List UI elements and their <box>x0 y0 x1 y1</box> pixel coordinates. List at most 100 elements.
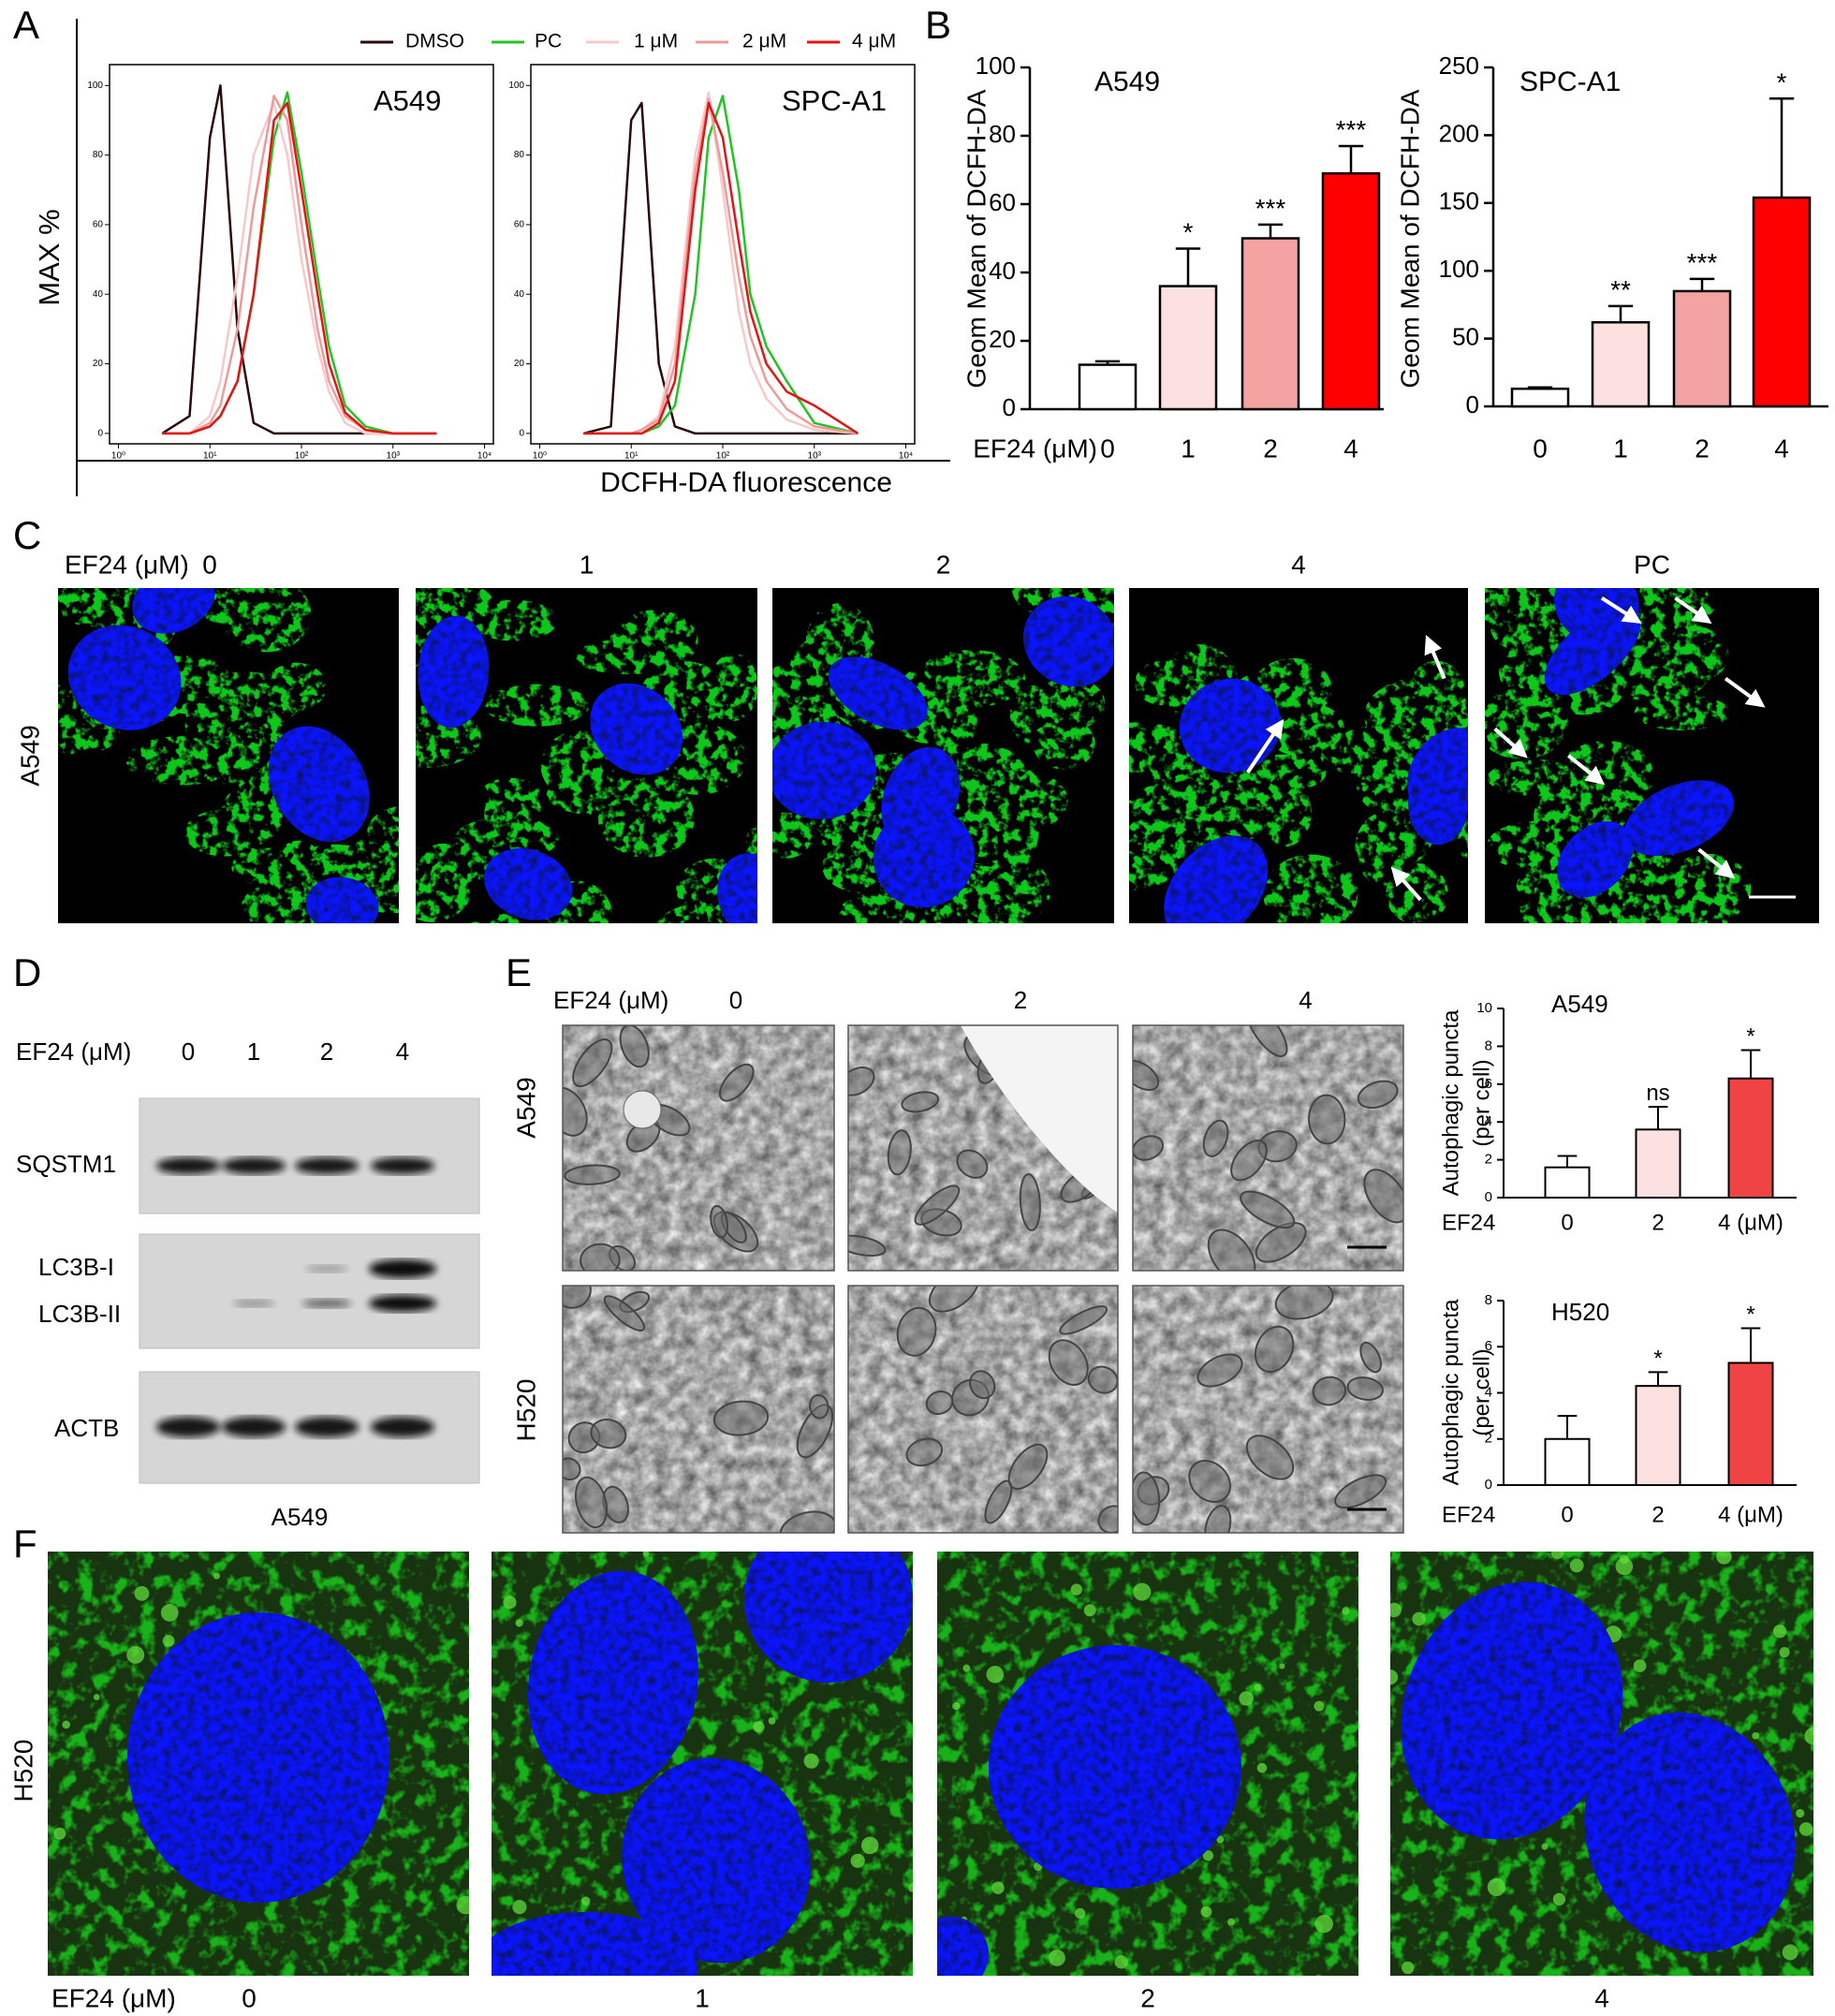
y-tick-label: 4 <box>1485 1113 1492 1129</box>
green-puncta <box>162 1635 175 1647</box>
green-puncta <box>1133 1582 1152 1601</box>
mitochondrion <box>969 1370 996 1400</box>
green-puncta <box>512 1900 527 1915</box>
column-label: 1 <box>580 550 595 579</box>
green-puncta <box>126 1645 145 1664</box>
x-tick-label: 1 <box>1613 434 1628 463</box>
error-bar <box>1740 1327 1761 1363</box>
nucleus <box>127 1612 389 1903</box>
green-puncta <box>1314 1700 1325 1712</box>
x-tick-label: 4 <box>1774 434 1789 463</box>
green-puncta <box>1487 1877 1506 1897</box>
green-puncta <box>1083 1604 1096 1617</box>
bar <box>1591 320 1651 408</box>
x-axis-label: EF24 <box>1442 1210 1495 1235</box>
nucleus <box>132 588 215 634</box>
image <box>563 1025 834 1271</box>
mito-region <box>1407 660 1465 721</box>
legend-label: 1 μM <box>634 31 678 52</box>
column-label: 2 <box>936 550 951 579</box>
significance-label: *** <box>1336 115 1367 144</box>
mitochondrion <box>603 1295 646 1332</box>
plot-title: A549 <box>374 84 441 117</box>
histogram-curve <box>582 101 859 435</box>
x-tick-label: 10¹ <box>624 451 639 462</box>
y-tick-label: 0 <box>1485 1189 1492 1205</box>
mitochondrion <box>580 1243 621 1271</box>
legend-label: 2 μM <box>742 31 786 52</box>
significance-label: ns <box>1646 1081 1669 1106</box>
mitochondrion <box>1254 1325 1295 1374</box>
image <box>1128 588 1468 994</box>
green-puncta <box>1541 1843 1549 1850</box>
mitochondrion <box>563 1086 588 1137</box>
mito-region <box>1128 957 1202 994</box>
green-puncta <box>907 1883 913 1892</box>
nuclei <box>1544 588 1735 898</box>
blot-band <box>306 1265 347 1273</box>
mitochondrion <box>718 1063 755 1102</box>
x-tick-label: 10⁴ <box>477 451 492 462</box>
y-tick-label: 0 <box>1466 390 1479 419</box>
y-tick-label: 6 <box>1485 1076 1492 1092</box>
mitochondrion <box>1308 1094 1346 1145</box>
x-tick-label: 4 (μM) <box>1718 1502 1784 1527</box>
mitochondrion <box>1133 1471 1161 1526</box>
green-puncta <box>134 1585 150 1601</box>
green-puncta <box>1342 1607 1350 1615</box>
y-tick-label: 60 <box>93 220 104 230</box>
blot <box>139 1233 480 1349</box>
green-puncta <box>93 1693 100 1700</box>
column-label: PC <box>1634 550 1670 579</box>
x-tick-label: 1 <box>1181 434 1196 463</box>
panel-letter: F <box>13 1522 37 1566</box>
chart-title: H520 <box>1551 1298 1609 1326</box>
mitochondrion <box>905 1437 944 1467</box>
y-tick-label: 8 <box>1485 1037 1492 1053</box>
green-puncta <box>1782 1944 1798 1961</box>
bar <box>1158 285 1218 411</box>
y-tick-label: 20 <box>514 359 525 369</box>
chart-title: SPC-A1 <box>1519 66 1621 97</box>
blot-band <box>371 1157 434 1174</box>
green-puncta <box>1402 1961 1415 1975</box>
mitochondrion <box>1240 1190 1296 1229</box>
y-tick-label: 150 <box>1439 187 1479 215</box>
error-bar <box>1527 386 1553 390</box>
image-frame <box>847 1024 1119 1272</box>
y-tick-label: 40 <box>93 289 104 300</box>
mito-region <box>1129 806 1145 862</box>
y-tick-label: 6 <box>1485 1338 1492 1354</box>
plot-frame <box>530 64 916 445</box>
nucleus <box>1623 780 1735 857</box>
blot-label: SQSTM1 <box>16 1150 116 1178</box>
mitochondrion <box>1357 1080 1399 1110</box>
histogram-curve <box>583 97 859 435</box>
nuclei <box>772 596 1114 908</box>
mitochondria <box>416 588 757 923</box>
green-puncta <box>1412 1611 1426 1626</box>
y-axis-label: (per cell) <box>1469 1059 1494 1146</box>
nucleus <box>1584 1713 1796 1952</box>
mitochondrion <box>1087 1365 1118 1394</box>
nucleus <box>590 683 683 775</box>
mito-region <box>1652 588 1710 636</box>
mitochondrion <box>1245 1435 1295 1480</box>
arrow <box>1246 718 1284 774</box>
y-tick-label: 8 <box>1485 1292 1492 1308</box>
mitochondrion <box>1048 1339 1089 1386</box>
error-bar <box>1557 1155 1578 1168</box>
panel-letter: C <box>13 513 41 557</box>
plot-title: SPC-A1 <box>782 84 887 117</box>
image <box>563 1286 834 1533</box>
x-tick-label: 10² <box>295 451 309 462</box>
mitochondrion <box>1334 1474 1387 1509</box>
mitochondrion <box>1019 1172 1041 1231</box>
lane-label: 0 <box>182 1037 195 1066</box>
green-puncta <box>1227 1918 1235 1926</box>
x-tick-label: 2 <box>1695 434 1710 463</box>
nucleus <box>717 853 757 923</box>
nuclei <box>1401 1582 1796 1952</box>
mitochondrion <box>563 1457 581 1481</box>
